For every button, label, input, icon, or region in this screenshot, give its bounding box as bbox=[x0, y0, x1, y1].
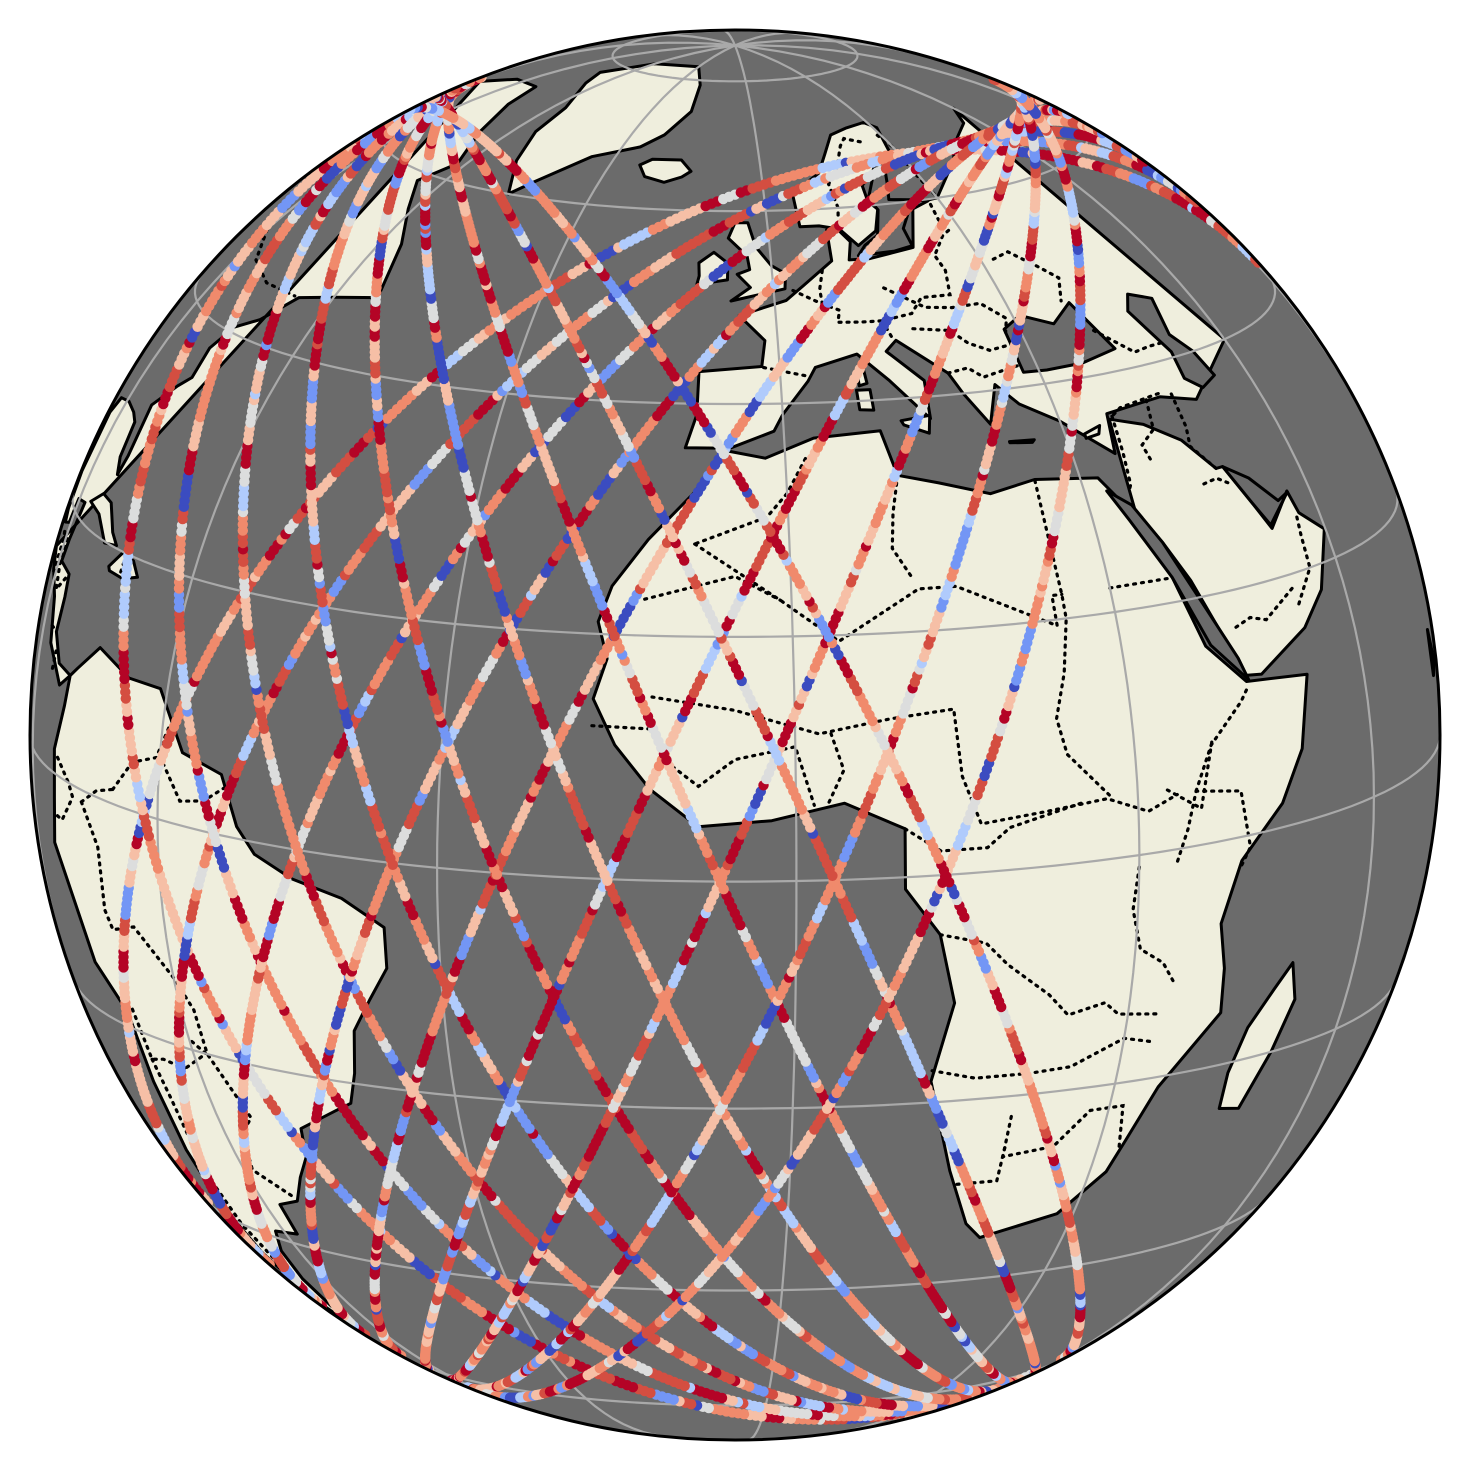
border-line bbox=[1033, 479, 1114, 800]
border-line bbox=[693, 457, 807, 546]
border-line bbox=[1176, 789, 1253, 869]
satellite-tracks bbox=[118, 72, 1264, 1425]
border-line bbox=[130, 1007, 187, 1071]
border-line bbox=[1169, 392, 1218, 470]
meridian bbox=[31, 44, 736, 1006]
landmass-africa bbox=[591, 429, 1309, 1240]
red-sea bbox=[1105, 489, 1251, 682]
border-line bbox=[52, 529, 67, 573]
border-line bbox=[1202, 476, 1232, 486]
landmass-south-america bbox=[52, 646, 389, 1329]
border-line bbox=[938, 933, 1158, 1017]
border-line bbox=[1140, 396, 1156, 461]
land-layer bbox=[49, 62, 1436, 1329]
border-line bbox=[650, 695, 1179, 826]
landmass-madagascar bbox=[1217, 961, 1297, 1110]
landmass-cuba bbox=[89, 492, 118, 548]
parallel bbox=[30, 737, 1440, 883]
border-line bbox=[693, 542, 1064, 644]
border-line bbox=[903, 799, 1088, 853]
border-line bbox=[818, 266, 825, 306]
border-line bbox=[1131, 865, 1176, 985]
border-line bbox=[911, 327, 1013, 352]
border-line bbox=[50, 649, 58, 670]
border-line bbox=[762, 365, 809, 378]
border-line bbox=[52, 755, 75, 823]
parallel bbox=[611, 30, 859, 83]
border-line bbox=[50, 623, 58, 634]
caspian-sea bbox=[1126, 292, 1216, 389]
border-line bbox=[1165, 737, 1214, 811]
border-line bbox=[890, 473, 914, 579]
border-line bbox=[930, 1036, 1153, 1080]
landmass-iceland bbox=[638, 157, 693, 184]
parallel bbox=[204, 1198, 1266, 1292]
parallel bbox=[71, 491, 1399, 638]
border-line bbox=[79, 787, 115, 804]
border-line bbox=[873, 131, 936, 196]
border-line bbox=[1294, 512, 1312, 606]
border-line bbox=[111, 722, 172, 791]
border-line bbox=[991, 250, 1063, 303]
meridian bbox=[734, 44, 1141, 1433]
border-line bbox=[158, 754, 227, 803]
border-line bbox=[955, 1143, 1008, 1186]
border-line bbox=[1110, 414, 1133, 495]
border-line bbox=[643, 574, 782, 602]
gulf bbox=[1221, 465, 1289, 527]
border-line bbox=[928, 201, 951, 255]
border-line bbox=[53, 537, 69, 595]
landmass-cyprus bbox=[1083, 424, 1102, 440]
border-line bbox=[1234, 584, 1296, 629]
border-line bbox=[827, 732, 846, 805]
landmass-crete bbox=[1008, 438, 1036, 445]
landmass-sri-lanka bbox=[1425, 628, 1436, 678]
landmass-north-america bbox=[49, 77, 538, 687]
border-line bbox=[946, 363, 1022, 379]
meridian bbox=[435, 44, 736, 1438]
border-line bbox=[1110, 392, 1160, 418]
border-line bbox=[1108, 576, 1173, 590]
border-line bbox=[1194, 686, 1250, 793]
parallel bbox=[193, 273, 1277, 406]
border-line bbox=[1092, 328, 1164, 354]
